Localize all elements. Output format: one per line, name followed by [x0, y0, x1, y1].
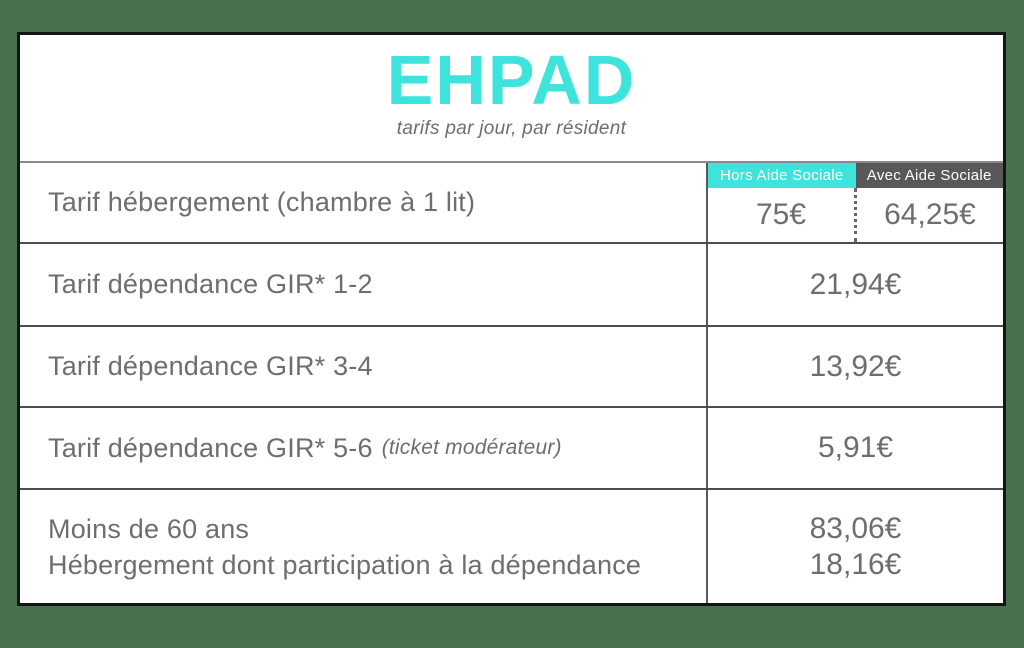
table-row-gir-3-4: Tarif dépendance GIR* 3-4 13,92€: [20, 325, 1003, 406]
price-cell: 21,94€: [706, 244, 1003, 325]
tariff-card: EHPAD tarifs par jour, par résident Tari…: [17, 32, 1006, 606]
row-label-text: Tarif dépendance GIR* 5-6: [48, 432, 373, 463]
page-subtitle: tarifs par jour, par résident: [396, 118, 627, 139]
table-row-gir-1-2: Tarif dépendance GIR* 1-2 21,94€: [20, 242, 1003, 325]
column-headers: Hors Aide Sociale Avec Aide Sociale: [708, 163, 1003, 188]
price-line-2: 18,16€: [809, 547, 902, 581]
price-cell-split: Hors Aide Sociale Avec Aide Sociale 75€ …: [706, 163, 1003, 242]
row-label-line-1: Moins de 60 ans: [48, 513, 250, 544]
row-label-text: Tarif hébergement (chambre à 1 lit): [48, 187, 476, 217]
page-title: EHPAD: [386, 41, 637, 119]
price-cell: 13,92€: [706, 327, 1003, 406]
table-row-hebergement: Tarif hébergement (chambre à 1 lit) Hors…: [20, 161, 1003, 242]
row-label: Tarif dépendance GIR* 3-4: [20, 327, 706, 406]
split-prices: 75€ 64,25€: [708, 188, 1003, 242]
table-row-moins-60-ans: Moins de 60 ans Hébergement dont partici…: [20, 488, 1003, 603]
tariff-table: Tarif hébergement (chambre à 1 lit) Hors…: [20, 161, 1003, 603]
table-row-gir-5-6: Tarif dépendance GIR* 5-6 (ticket modéra…: [20, 406, 1003, 488]
row-label-note: (ticket modérateur): [381, 436, 562, 459]
row-label-text: Tarif dépendance GIR* 3-4: [48, 351, 373, 381]
price-cell: 5,91€: [706, 408, 1003, 488]
row-label: Tarif dépendance GIR* 1-2: [20, 244, 706, 325]
row-label-lines: Moins de 60 ans Hébergement dont partici…: [48, 511, 641, 583]
row-label-line-2: Hébergement dont participation à la dépe…: [48, 549, 642, 580]
price-cell: 83,06€ 18,16€: [706, 490, 1003, 603]
price-line-1: 83,06€: [809, 511, 902, 545]
price-lines: 83,06€ 18,16€: [810, 511, 902, 583]
price-hors-aide: 75€: [708, 188, 857, 242]
column-header-hors-aide-sociale: Hors Aide Sociale: [708, 163, 856, 188]
price-avec-aide: 64,25€: [884, 198, 976, 231]
row-label: Moins de 60 ans Hébergement dont partici…: [20, 490, 706, 603]
row-label: Tarif hébergement (chambre à 1 lit): [20, 163, 706, 242]
row-label: Tarif dépendance GIR* 5-6 (ticket modéra…: [20, 408, 706, 488]
column-header-avec-aide-sociale: Avec Aide Sociale: [855, 163, 1003, 188]
card-header: EHPAD tarifs par jour, par résident: [20, 35, 1003, 161]
row-label-text: Tarif dépendance GIR* 1-2: [48, 269, 373, 299]
